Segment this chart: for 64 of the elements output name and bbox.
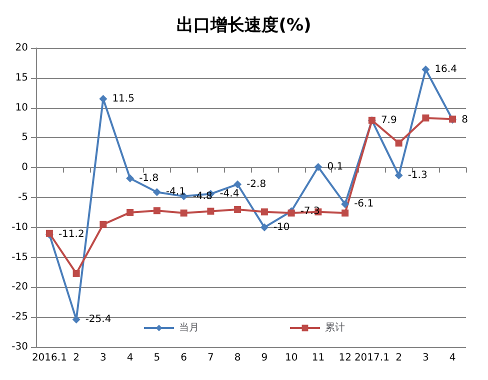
data-label: -2.8 <box>246 178 266 190</box>
point <box>207 208 214 215</box>
y-tick-label: 15 <box>15 72 28 84</box>
x-tick-label: 11 <box>312 352 325 364</box>
point <box>153 207 160 214</box>
point <box>260 208 268 216</box>
point <box>180 210 188 217</box>
point <box>422 114 430 122</box>
legend-label: 累计 <box>325 322 345 334</box>
y-tick-label: 20 <box>15 42 28 54</box>
point <box>288 210 295 217</box>
y-tick-label: 0 <box>22 162 28 174</box>
x-tick-label: 9 <box>261 352 268 364</box>
data-label: -6.1 <box>354 198 374 210</box>
x-tick-label: 12 <box>338 352 352 364</box>
y-tick-label: 10 <box>15 102 28 114</box>
point <box>234 180 242 188</box>
point <box>341 200 350 208</box>
data-label: -11.2 <box>58 229 84 240</box>
y-tick-label: -30 <box>12 342 28 352</box>
x-tick-label: 2 <box>73 352 80 364</box>
x-tick-label: 5 <box>154 352 160 364</box>
x-tick-label: 6 <box>180 352 187 364</box>
x-tick-label: 3 <box>422 352 429 364</box>
x-tick-label: 8 <box>234 352 241 364</box>
x-tick-label: 4 <box>449 352 456 364</box>
point <box>72 270 80 277</box>
y-tick-label: -5 <box>18 192 28 203</box>
chart-title: 出口增长速度(%) <box>176 16 312 36</box>
data-label: -4.4 <box>220 188 240 200</box>
y-tick-label: -15 <box>12 252 28 263</box>
data-label: -10 <box>273 222 290 233</box>
point <box>422 66 430 74</box>
data-label: -25.4 <box>85 314 112 325</box>
data-label: 16.4 <box>434 64 457 76</box>
data-label: 7.9 <box>380 114 397 126</box>
point <box>152 188 161 196</box>
x-tick-label: 4 <box>126 352 134 364</box>
x-tick-label: 2017.1 <box>354 352 390 364</box>
x-tick-label: 2016.1 <box>32 352 67 364</box>
data-label: 0.1 <box>327 162 344 172</box>
legend-label: 当月 <box>179 322 199 334</box>
point <box>126 174 134 182</box>
x-tick-label: 2 <box>396 352 402 364</box>
point <box>260 223 268 232</box>
point <box>99 94 108 103</box>
point <box>234 206 242 213</box>
data-label: -1.8 <box>139 172 159 184</box>
point <box>126 208 134 216</box>
x-tick-label: 7 <box>208 352 214 364</box>
point <box>342 210 349 217</box>
x-tick-label: 10 <box>284 352 298 364</box>
y-tick-label: -10 <box>12 222 28 233</box>
data-label: 8 <box>462 114 468 126</box>
data-label: 11.5 <box>112 93 134 104</box>
point <box>394 171 403 180</box>
x-tick-label: 3 <box>100 352 106 364</box>
point <box>100 220 107 228</box>
y-tick-label: 5 <box>22 132 28 144</box>
data-label: -1.3 <box>408 170 428 181</box>
y-tick-label: -20 <box>12 282 28 293</box>
point <box>314 163 322 171</box>
y-tick-label: -25 <box>12 312 28 323</box>
point <box>395 140 402 147</box>
